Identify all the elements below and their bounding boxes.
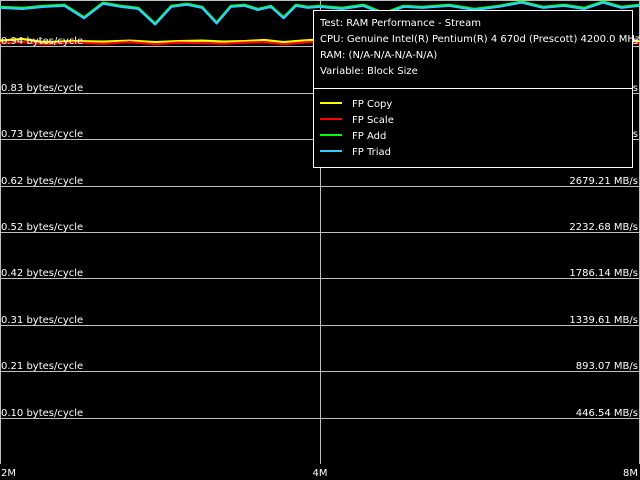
x-tick-label: 8M bbox=[623, 468, 638, 479]
x-tick-label: 2M bbox=[1, 468, 16, 479]
y-tick-label-left: 0.94 bytes/cycle bbox=[1, 36, 83, 47]
info-variable: Variable: Block Size bbox=[320, 66, 418, 77]
y-tick-label-right: 4465.35 MB/s bbox=[569, 0, 638, 1]
info-test: Test: RAM Performance - Stream bbox=[319, 18, 481, 29]
y-tick-label-left: 1.04 bytes/cycle bbox=[1, 0, 83, 1]
y-tick-label-right: 446.54 MB/s bbox=[576, 408, 638, 419]
y-tick-label-left: 0.10 bytes/cycle bbox=[1, 408, 83, 419]
y-tick-label-left: 0.31 bytes/cycle bbox=[1, 315, 83, 326]
y-tick-label-right: 2232.68 MB/s bbox=[569, 222, 638, 233]
legend-label: FP Add bbox=[352, 131, 386, 142]
x-tick-label: 4M bbox=[313, 468, 328, 479]
y-tick-label-left: 0.21 bytes/cycle bbox=[1, 361, 83, 372]
info-ram: RAM: (N/A-N/A-N/A-N/A) bbox=[320, 50, 437, 61]
legend-label: FP Triad bbox=[352, 147, 391, 158]
y-tick-label-right: 2679.21 MB/s bbox=[569, 176, 638, 187]
legend-label: FP Copy bbox=[352, 99, 392, 110]
series-line-fp-triad bbox=[0, 1, 640, 26]
y-tick-label-right: 1786.14 MB/s bbox=[569, 268, 638, 279]
y-tick-label-left: 0.52 bytes/cycle bbox=[1, 222, 83, 233]
y-tick-label-left: 0.83 bytes/cycle bbox=[1, 83, 83, 94]
info-cpu: CPU: Genuine Intel(R) Pentium(R) 4 670d … bbox=[320, 34, 640, 45]
y-tick-label-left: 0.73 bytes/cycle bbox=[1, 129, 83, 140]
y-tick-label-left: 0.62 bytes/cycle bbox=[1, 176, 83, 187]
y-tick-label-left: 0.42 bytes/cycle bbox=[1, 268, 83, 279]
y-tick-label-right: 893.07 MB/s bbox=[576, 361, 638, 372]
y-tick-label-right: 1339.61 MB/s bbox=[569, 315, 638, 326]
legend-label: FP Scale bbox=[352, 115, 394, 126]
info-legend-box: Test: RAM Performance - Stream CPU: Genui… bbox=[313, 10, 640, 168]
